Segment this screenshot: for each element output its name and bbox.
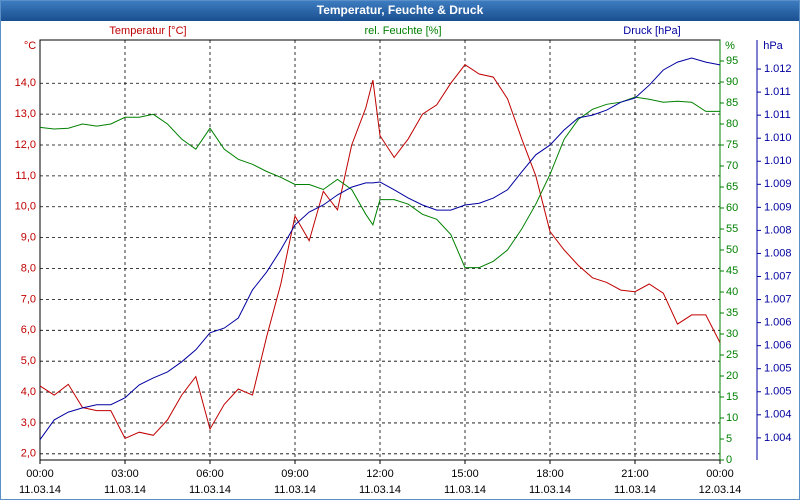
- y3-tick-label: 1.008: [764, 224, 792, 236]
- y-tick-label: 8,0: [21, 262, 36, 274]
- series-name: Druck [hPa]: [623, 25, 680, 37]
- y2-tick-label: 60: [726, 202, 738, 214]
- y2-tick-label: 25: [726, 349, 738, 361]
- y-axis-label: °C: [24, 40, 36, 52]
- x-tick-date: 12.03.14: [699, 484, 742, 496]
- series-line: [39, 64, 721, 440]
- x-tick-label: 03:00: [111, 468, 139, 480]
- series-name: Temperatur [°C]: [109, 25, 186, 37]
- y2-tick-label: 45: [726, 265, 738, 277]
- y3-tick-label: 1.005: [764, 386, 792, 398]
- y2-tick-label: 15: [726, 391, 738, 403]
- y3-tick-label: 1.006: [764, 317, 792, 329]
- y-tick-label: 10,0: [15, 201, 36, 213]
- y3-tick-label: 1.004: [764, 432, 792, 444]
- x-tick-date: 11.03.14: [359, 484, 401, 496]
- y3-tick-label: 1.007: [764, 293, 792, 305]
- x-tick-date: 11.03.14: [104, 484, 146, 496]
- y2-tick-label: 95: [726, 55, 738, 67]
- x-tick-date: 11.03.14: [189, 484, 231, 496]
- y2-tick-label: 10: [726, 412, 738, 424]
- x-tick-date: 11.03.14: [444, 484, 486, 496]
- y-tick-label: 11,0: [15, 170, 36, 182]
- x-tick-label: 00:00: [26, 468, 54, 480]
- y2-tick-label: 5: [726, 433, 732, 445]
- y-tick-label: 4,0: [21, 386, 36, 398]
- x-tick-date: 11.03.14: [19, 484, 61, 496]
- y3-tick-label: 1.004: [764, 409, 792, 421]
- x-tick-label: 21:00: [621, 468, 649, 480]
- y2-tick-label: 50: [726, 244, 738, 256]
- y-tick-label: 7,0: [21, 293, 36, 305]
- y-tick-label: 6,0: [21, 324, 36, 336]
- y2-tick-label: 35: [726, 307, 738, 319]
- x-tick-label: 15:00: [451, 468, 479, 480]
- y3-tick-label: 1.011: [764, 109, 791, 121]
- x-tick-label: 06:00: [196, 468, 224, 480]
- y3-tick-label: 1.006: [764, 340, 792, 352]
- y-tick-label: 12,0: [15, 139, 36, 151]
- y2-tick-label: 30: [726, 328, 738, 340]
- y3-tick-label: 1.012: [764, 63, 792, 75]
- y3-tick-label: 1.010: [764, 155, 792, 167]
- series-line: [39, 96, 720, 269]
- y3-tick-label: 1.007: [764, 270, 792, 282]
- y-tick-label: 3,0: [21, 417, 36, 429]
- x-tick-label: 00:00: [706, 468, 734, 480]
- x-tick-date: 11.03.14: [529, 484, 571, 496]
- chart-title: Temperatur, Feuchte & Druck: [317, 3, 484, 17]
- y3-tick-label: 1.011: [764, 86, 791, 98]
- y2-tick-label: 75: [726, 139, 738, 151]
- x-tick-label: 12:00: [366, 468, 394, 480]
- y2-tick-label: 80: [726, 118, 738, 130]
- y2-tick-label: 20: [726, 370, 738, 382]
- y3-tick-label: 1.009: [764, 201, 792, 213]
- y2-tick-label: 40: [726, 286, 738, 298]
- title-bar: [1, 1, 799, 21]
- y-tick-label: 5,0: [21, 355, 36, 367]
- y2-tick-label: 90: [726, 76, 738, 88]
- y-tick-label: 2,0: [21, 448, 36, 460]
- y3-axis-label: hPa: [763, 40, 783, 52]
- x-tick-label: 09:00: [281, 468, 309, 480]
- y-tick-label: 14,0: [15, 77, 36, 89]
- y3-tick-label: 1.010: [764, 132, 792, 144]
- y2-tick-label: 85: [726, 97, 738, 109]
- y-tick-label: 9,0: [21, 232, 36, 244]
- y3-tick-label: 1.009: [764, 178, 792, 190]
- x-tick-date: 11.03.14: [274, 484, 316, 496]
- y-tick-label: 13,0: [15, 108, 36, 120]
- y3-tick-label: 1.008: [764, 247, 792, 259]
- x-tick-date: 11.03.14: [614, 484, 656, 496]
- y2-tick-label: 55: [726, 223, 738, 235]
- y2-tick-label: 0: [726, 454, 732, 466]
- series-name: rel. Feuchte [%]: [364, 25, 441, 37]
- y2-axis-label: %: [725, 40, 735, 52]
- y2-tick-label: 65: [726, 181, 738, 193]
- y2-tick-label: 70: [726, 160, 738, 172]
- series-line: [39, 57, 721, 440]
- y3-tick-label: 1.005: [764, 363, 792, 375]
- x-tick-label: 18:00: [536, 468, 564, 480]
